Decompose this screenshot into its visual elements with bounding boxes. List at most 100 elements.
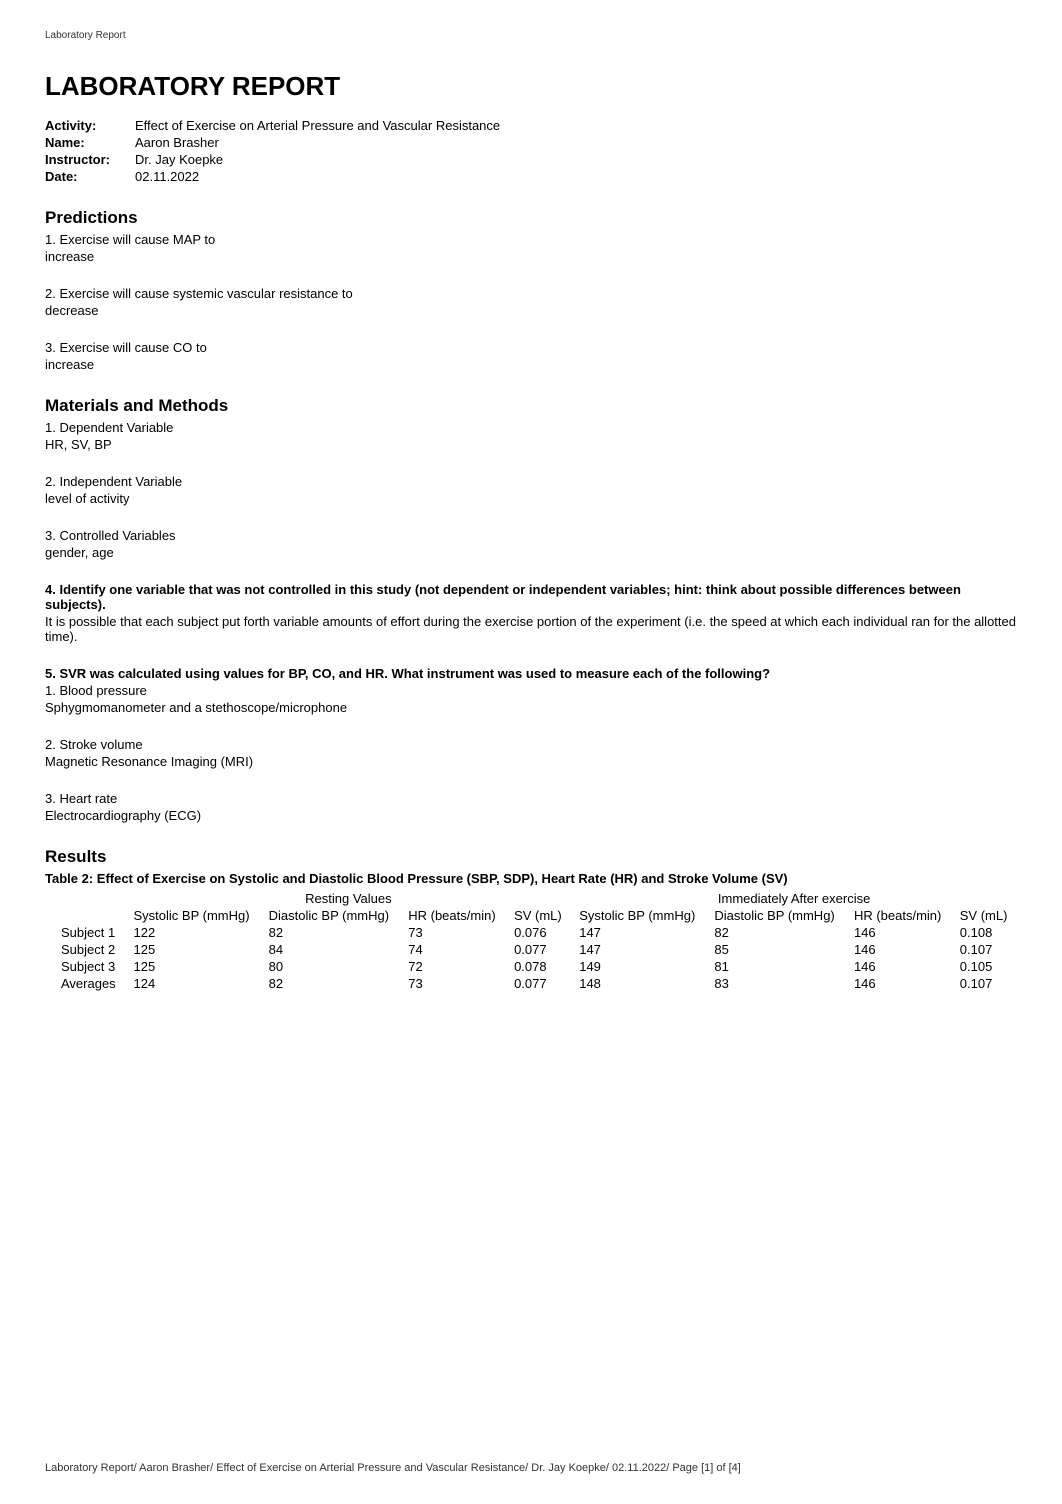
cell: 84 <box>261 941 401 958</box>
results-heading: Results <box>45 847 1017 867</box>
table-col-sv: SV (mL) <box>506 907 571 924</box>
meta-activity: Activity: Effect of Exercise on Arterial… <box>45 118 1017 133</box>
table-col-dbp2: Diastolic BP (mmHg) <box>706 907 846 924</box>
cell: 82 <box>706 924 846 941</box>
cell: 0.077 <box>506 975 571 992</box>
cell: 74 <box>400 941 506 958</box>
cell: 0.105 <box>952 958 1017 975</box>
table-row: Subject 1 122 82 73 0.076 147 82 146 0.1… <box>45 924 1017 941</box>
row-label: Subject 3 <box>45 958 126 975</box>
table-caption: Table 2: Effect of Exercise on Systolic … <box>45 871 1017 886</box>
table-col-blank <box>45 907 126 924</box>
meta-value: Aaron Brasher <box>135 135 219 150</box>
prediction-a: increase <box>45 249 1017 264</box>
meta-block: Activity: Effect of Exercise on Arterial… <box>45 118 1017 184</box>
cell: 82 <box>261 975 401 992</box>
cell: 0.077 <box>506 941 571 958</box>
cell: 0.078 <box>506 958 571 975</box>
materials-a4-text: It is possible that each subject put for… <box>45 614 1017 644</box>
row-label: Subject 1 <box>45 924 126 941</box>
cell: 80 <box>261 958 401 975</box>
materials-sub-item: 1. Blood pressure Sphygmomanometer and a… <box>45 683 1017 715</box>
table-header-after: Immediately After exercise <box>571 890 1017 907</box>
cell: 73 <box>400 975 506 992</box>
materials-sub-q: 1. Blood pressure <box>45 683 1017 698</box>
cell: 146 <box>846 975 952 992</box>
cell: 0.107 <box>952 975 1017 992</box>
materials-sub-q: 3. Heart rate <box>45 791 1017 806</box>
prediction-item: 3. Exercise will cause CO to increase <box>45 340 1017 372</box>
row-label: Subject 2 <box>45 941 126 958</box>
cell: 147 <box>571 941 706 958</box>
meta-label: Date: <box>45 169 135 184</box>
materials-sub-item: 3. Heart rate Electrocardiography (ECG) <box>45 791 1017 823</box>
meta-value: Effect of Exercise on Arterial Pressure … <box>135 118 500 133</box>
cell: 0.076 <box>506 924 571 941</box>
cell: 82 <box>261 924 401 941</box>
cell: 124 <box>126 975 261 992</box>
cell: 146 <box>846 958 952 975</box>
table-col-hr2: HR (beats/min) <box>846 907 952 924</box>
table-col-dbp: Diastolic BP (mmHg) <box>261 907 401 924</box>
cell: 85 <box>706 941 846 958</box>
materials-q5: 5. SVR was calculated using values for B… <box>45 666 1017 681</box>
table-header-resting: Resting Values <box>126 890 572 907</box>
materials-sub-a: Electrocardiography (ECG) <box>45 808 1017 823</box>
prediction-q: 2. Exercise will cause systemic vascular… <box>45 286 1017 301</box>
meta-label: Name: <box>45 135 135 150</box>
meta-label: Instructor: <box>45 152 135 167</box>
cell: 83 <box>706 975 846 992</box>
cell: 146 <box>846 924 952 941</box>
table-col-hr: HR (beats/min) <box>400 907 506 924</box>
cell: 125 <box>126 941 261 958</box>
materials-q: 2. Independent Variable <box>45 474 1017 489</box>
materials-q: 3. Controlled Variables <box>45 528 1017 543</box>
cell: 147 <box>571 924 706 941</box>
table-col-sbp: Systolic BP (mmHg) <box>126 907 261 924</box>
table-group-header-row: Resting Values Immediately After exercis… <box>45 890 1017 907</box>
materials-a: level of activity <box>45 491 1017 506</box>
materials-sub-a: Sphygmomanometer and a stethoscope/micro… <box>45 700 1017 715</box>
cell: 125 <box>126 958 261 975</box>
meta-value: 02.11.2022 <box>135 169 199 184</box>
materials-item: 2. Independent Variable level of activit… <box>45 474 1017 506</box>
materials-a: gender, age <box>45 545 1017 560</box>
materials-heading: Materials and Methods <box>45 396 1017 416</box>
meta-date: Date: 02.11.2022 <box>45 169 1017 184</box>
cell: 148 <box>571 975 706 992</box>
materials-sub-q: 2. Stroke volume <box>45 737 1017 752</box>
table-row: Averages 124 82 73 0.077 148 83 146 0.10… <box>45 975 1017 992</box>
cell: 72 <box>400 958 506 975</box>
prediction-q: 3. Exercise will cause CO to <box>45 340 1017 355</box>
prediction-q: 1. Exercise will cause MAP to <box>45 232 1017 247</box>
materials-q4: 4. Identify one variable that was not co… <box>45 582 1017 644</box>
cell: 122 <box>126 924 261 941</box>
cell: 0.107 <box>952 941 1017 958</box>
cell: 81 <box>706 958 846 975</box>
materials-q4-text: 4. Identify one variable that was not co… <box>45 582 1017 612</box>
materials-sub-item: 2. Stroke volume Magnetic Resonance Imag… <box>45 737 1017 769</box>
predictions-heading: Predictions <box>45 208 1017 228</box>
top-label: Laboratory Report <box>45 30 1017 41</box>
cell: 146 <box>846 941 952 958</box>
materials-a: HR, SV, BP <box>45 437 1017 452</box>
table-header-blank <box>45 890 126 907</box>
meta-name: Name: Aaron Brasher <box>45 135 1017 150</box>
table-col-sbp2: Systolic BP (mmHg) <box>571 907 706 924</box>
results-table: Resting Values Immediately After exercis… <box>45 890 1017 992</box>
meta-label: Activity: <box>45 118 135 133</box>
materials-q5-text: 5. SVR was calculated using values for B… <box>45 666 1017 681</box>
materials-item: 1. Dependent Variable HR, SV, BP <box>45 420 1017 452</box>
meta-instructor: Instructor: Dr. Jay Koepke <box>45 152 1017 167</box>
materials-q: 1. Dependent Variable <box>45 420 1017 435</box>
cell: 0.108 <box>952 924 1017 941</box>
cell: 149 <box>571 958 706 975</box>
prediction-a: decrease <box>45 303 1017 318</box>
materials-sub-a: Magnetic Resonance Imaging (MRI) <box>45 754 1017 769</box>
prediction-item: 2. Exercise will cause systemic vascular… <box>45 286 1017 318</box>
prediction-item: 1. Exercise will cause MAP to increase <box>45 232 1017 264</box>
meta-value: Dr. Jay Koepke <box>135 152 223 167</box>
table-col-sv2: SV (mL) <box>952 907 1017 924</box>
prediction-a: increase <box>45 357 1017 372</box>
row-label: Averages <box>45 975 126 992</box>
